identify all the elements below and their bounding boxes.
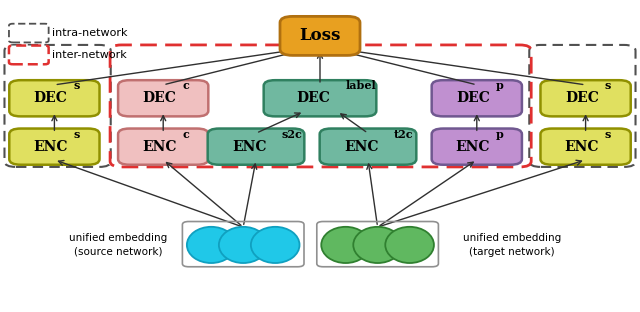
Text: ENC: ENC <box>142 140 177 154</box>
FancyBboxPatch shape <box>10 80 100 116</box>
Ellipse shape <box>187 227 236 263</box>
FancyBboxPatch shape <box>432 80 522 116</box>
Text: Loss: Loss <box>300 27 340 44</box>
Text: ENC: ENC <box>33 140 68 154</box>
FancyBboxPatch shape <box>118 80 209 116</box>
Text: ENC: ENC <box>232 140 267 154</box>
Text: DEC: DEC <box>565 91 598 105</box>
FancyBboxPatch shape <box>540 80 631 116</box>
Text: DEC: DEC <box>143 91 176 105</box>
Text: s: s <box>605 129 611 140</box>
Text: ENC: ENC <box>456 140 490 154</box>
Text: p: p <box>496 80 504 91</box>
Ellipse shape <box>353 227 402 263</box>
FancyBboxPatch shape <box>9 46 49 64</box>
Ellipse shape <box>251 227 300 263</box>
Text: s: s <box>605 80 611 91</box>
Text: inter-network: inter-network <box>52 50 127 60</box>
FancyBboxPatch shape <box>280 16 360 56</box>
Text: DEC: DEC <box>456 91 490 105</box>
FancyBboxPatch shape <box>118 129 209 165</box>
FancyBboxPatch shape <box>10 129 100 165</box>
Text: unified embedding
(source network): unified embedding (source network) <box>69 233 168 257</box>
Ellipse shape <box>321 227 370 263</box>
FancyBboxPatch shape <box>540 129 631 165</box>
Ellipse shape <box>385 227 434 263</box>
Text: c: c <box>182 129 189 140</box>
Text: label: label <box>346 80 376 91</box>
Text: DEC: DEC <box>34 91 67 105</box>
FancyBboxPatch shape <box>207 129 305 165</box>
Text: intra-network: intra-network <box>52 28 128 38</box>
Text: s: s <box>74 80 80 91</box>
Text: ENC: ENC <box>344 140 379 154</box>
Ellipse shape <box>219 227 268 263</box>
Text: s2c: s2c <box>282 129 303 140</box>
FancyBboxPatch shape <box>319 129 417 165</box>
FancyBboxPatch shape <box>264 80 376 116</box>
Text: p: p <box>496 129 504 140</box>
FancyBboxPatch shape <box>432 129 522 165</box>
Text: DEC: DEC <box>297 91 330 105</box>
Text: s: s <box>74 129 80 140</box>
Text: c: c <box>182 80 189 91</box>
Text: t2c: t2c <box>394 129 413 140</box>
Text: ENC: ENC <box>564 140 599 154</box>
Text: unified embedding
(target network): unified embedding (target network) <box>463 233 561 257</box>
FancyBboxPatch shape <box>9 24 49 42</box>
